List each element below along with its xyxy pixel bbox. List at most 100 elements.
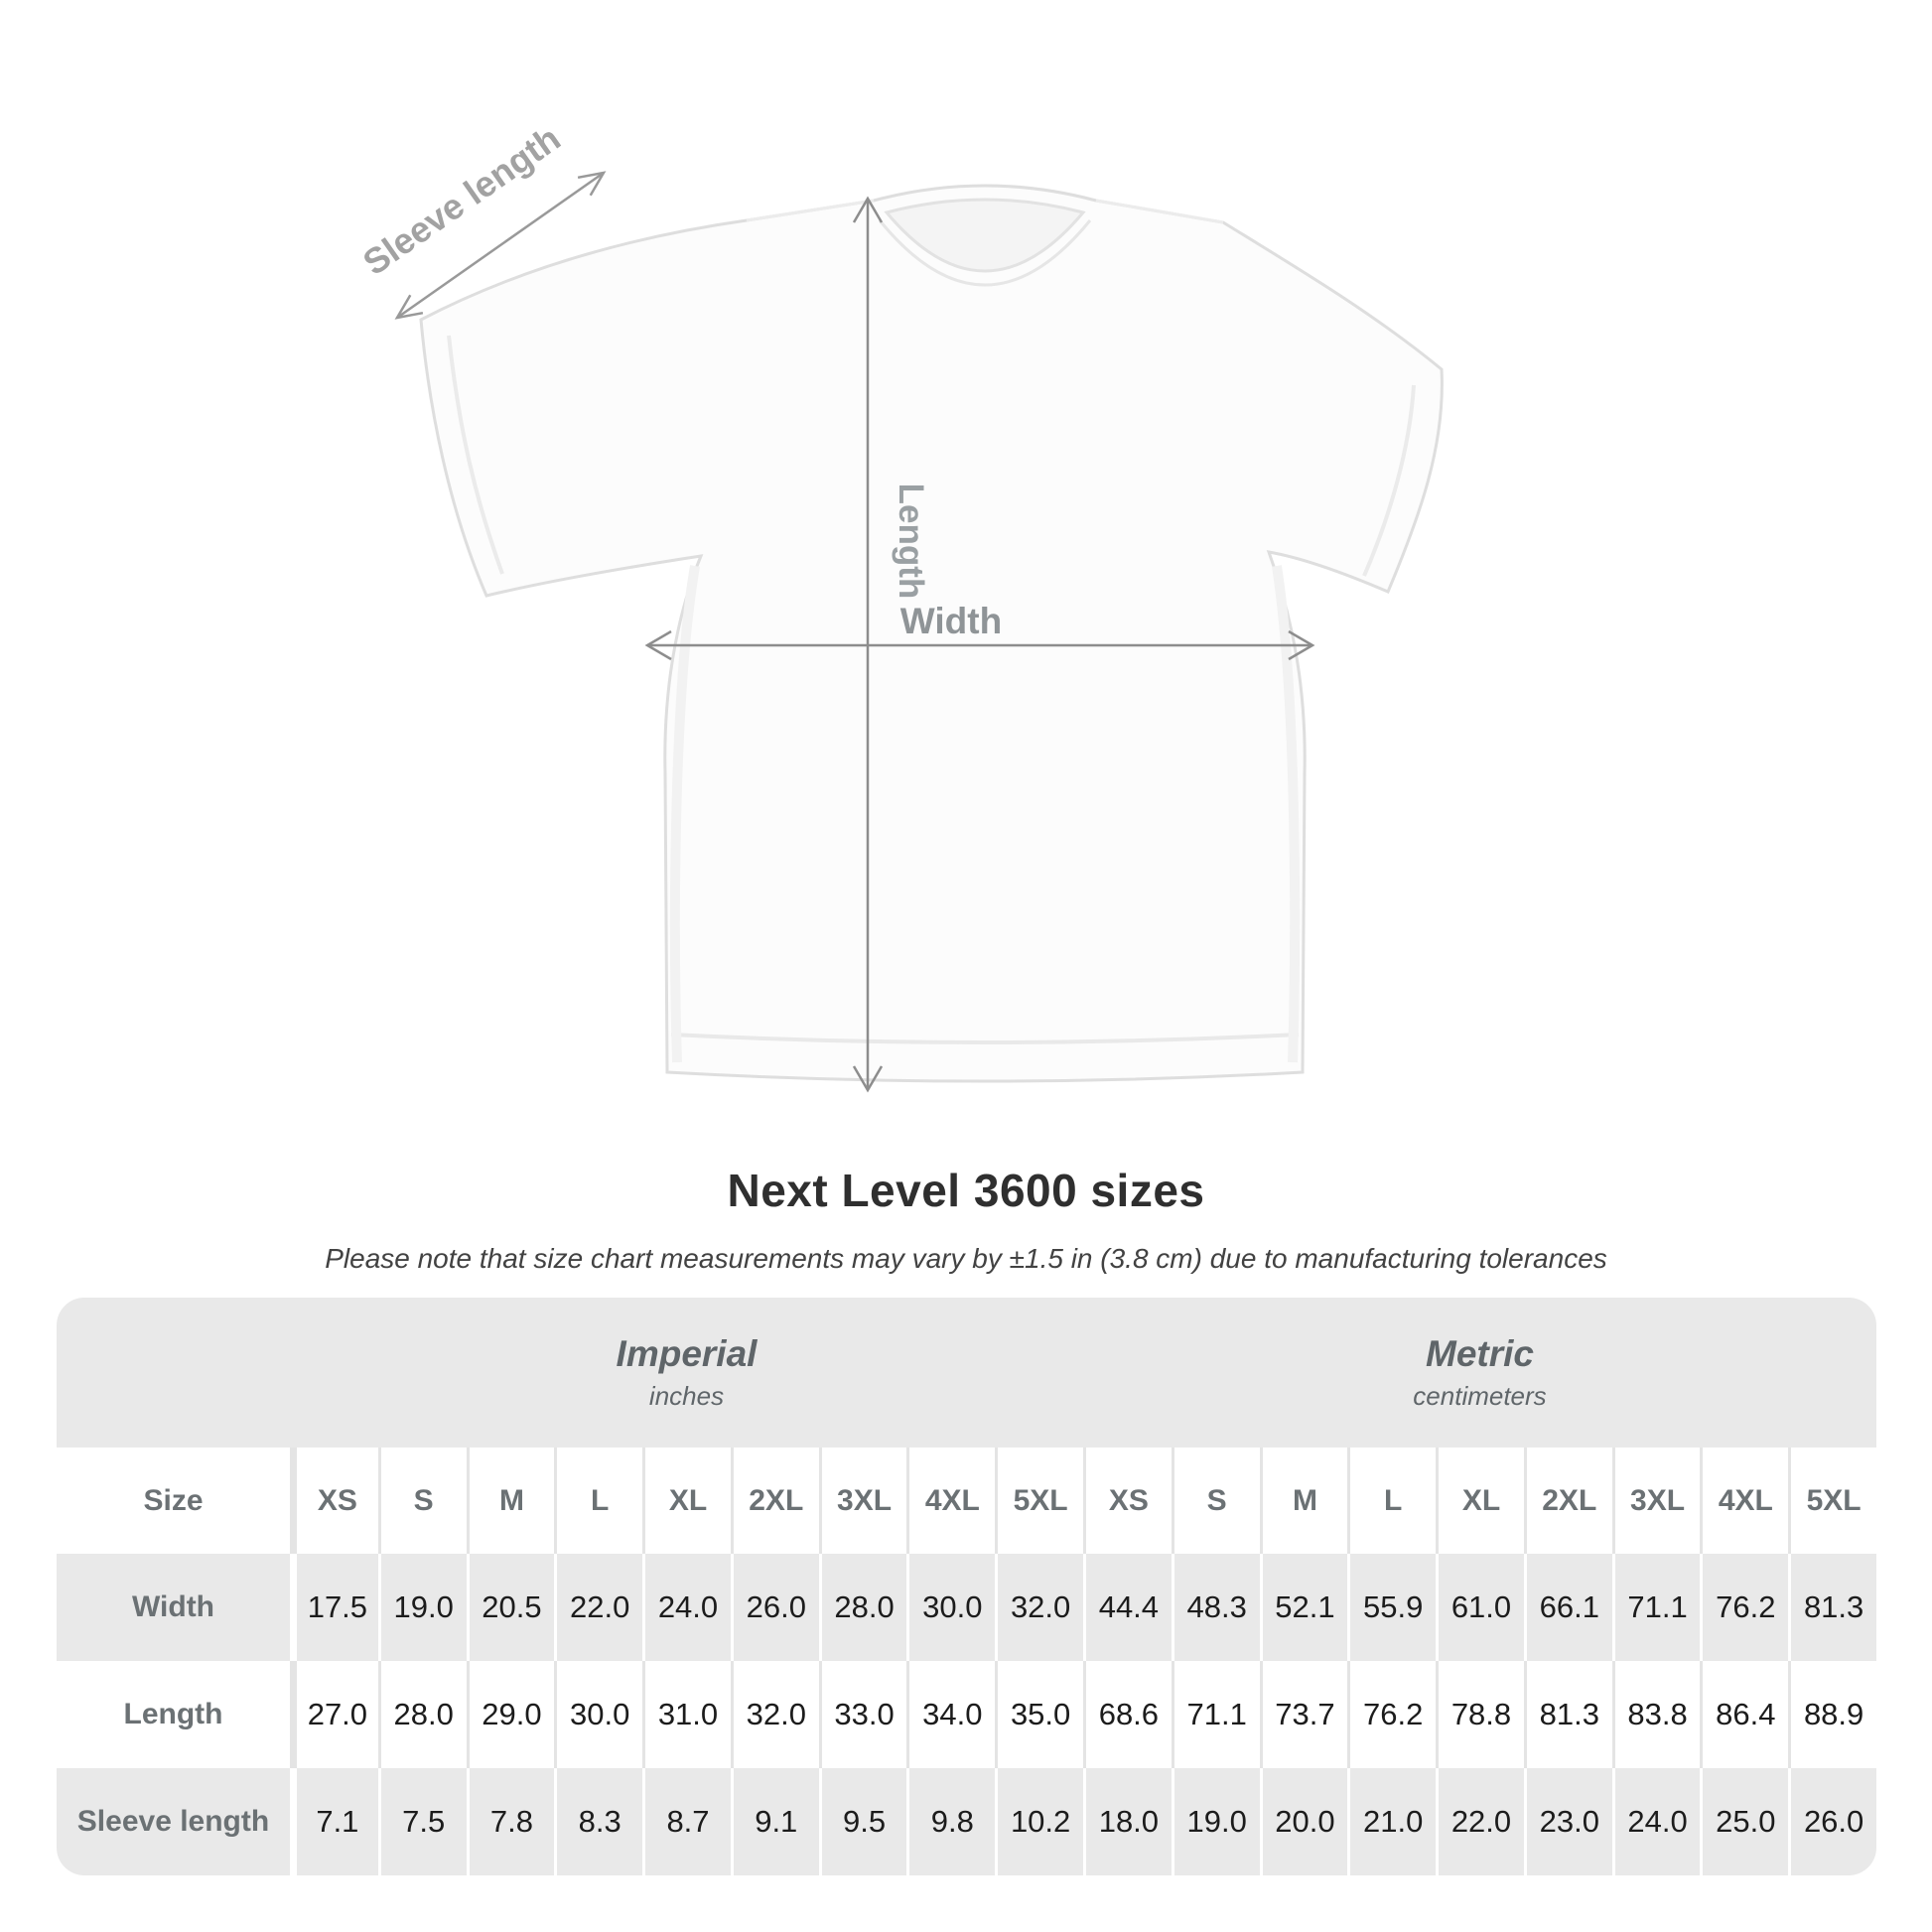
table-cell: 31.0 [642,1661,731,1768]
table-cell: 78.8 [1436,1661,1524,1768]
size-header-label: Size [143,1483,204,1517]
size-header-row: Size XS S M L XL 2XL 3XL 4XL 5XL XS S M … [57,1448,1876,1554]
table-cell: 17.5 [290,1554,378,1661]
table-cell: 76.2 [1347,1661,1436,1768]
table-row-width: Width 17.5 19.0 20.5 22.0 24.0 26.0 28.0… [57,1554,1876,1661]
table-cell: 35.0 [995,1661,1083,1768]
row-label: Sleeve length [76,1805,270,1838]
size-col-header: XS [1083,1448,1172,1554]
imperial-label: Imperial [616,1333,758,1374]
size-col-header: S [377,1448,467,1554]
table-cell: 27.0 [290,1661,378,1768]
table-cell: 76.2 [1700,1554,1788,1661]
unit-group-header-row: Imperial inches Metric centimeters [57,1298,1876,1448]
right-shade [1272,565,1301,1063]
table-cell: 26.0 [1788,1768,1876,1875]
table-cell: 19.0 [1171,1768,1260,1875]
size-col-header: XS [290,1448,378,1554]
collar-opening [884,198,1086,273]
table-cell: 22.0 [554,1554,642,1661]
row-label: Length [123,1698,223,1730]
size-col-header: M [1259,1448,1348,1554]
size-col-header: 3XL [818,1448,907,1554]
table-cell: 28.0 [818,1554,907,1661]
right-sleeve-seam [1362,384,1416,577]
table-cell: 24.0 [642,1554,731,1661]
size-col-header: 3XL [1611,1448,1701,1554]
table-cell: 28.0 [377,1661,467,1768]
metric-label: Metric [1426,1333,1534,1374]
length-label: Length [892,483,930,600]
table-cell: 32.0 [995,1554,1083,1661]
table-cell: 21.0 [1347,1768,1436,1875]
sleeve-length-label: Sleeve length [355,117,568,283]
table-cell: 22.0 [1436,1768,1524,1875]
page-subtitle: Please note that size chart measurements… [325,1243,1607,1274]
table-cell: 71.1 [1611,1554,1701,1661]
page-title: Next Level 3600 sizes [727,1165,1205,1216]
table-cell: 7.1 [290,1768,378,1875]
size-col-header: 2XL [730,1448,819,1554]
sleeve-length-arrow [394,171,607,320]
group-header-imperial: Imperial inches [290,1298,1083,1448]
table-row-sleeve-length: Sleeve length 7.1 7.5 7.8 8.3 8.7 9.1 9.… [57,1768,1876,1875]
table-cell: 55.9 [1347,1554,1436,1661]
table-cell: 20.0 [1259,1768,1348,1875]
table-cell: 9.1 [730,1768,819,1875]
table-cell: 10.2 [995,1768,1083,1875]
width-label: Width [900,601,1002,641]
table-cell: 33.0 [818,1661,907,1768]
table-cell: 88.9 [1788,1661,1876,1768]
left-shoulder-seam [746,199,875,222]
size-col-header: 5XL [995,1448,1083,1554]
shirt-diagram: Sleeve length Length Width [355,117,1444,1093]
size-table: Imperial inches Metric centimeters Size … [57,1298,1876,1875]
table-cell: 83.8 [1611,1661,1701,1768]
table-cell: 68.6 [1083,1661,1172,1768]
table-cell: 66.1 [1523,1554,1612,1661]
table-cell: 26.0 [730,1554,819,1661]
size-col-header: L [554,1448,642,1554]
collar-band-seam [878,219,1092,287]
table-cell: 30.0 [906,1554,995,1661]
table-cell: 20.5 [466,1554,555,1661]
table-cell: 86.4 [1700,1661,1788,1768]
table-cell: 30.0 [554,1661,642,1768]
table-cell: 9.8 [906,1768,995,1875]
size-col-header: L [1347,1448,1436,1554]
table-cell: 25.0 [1700,1768,1788,1875]
table-cell: 9.5 [818,1768,907,1875]
size-col-header: 4XL [1700,1448,1788,1554]
table-cell: 81.3 [1523,1661,1612,1768]
row-label: Width [131,1590,215,1623]
table-cell: 71.1 [1171,1661,1260,1768]
table-cell: 23.0 [1523,1768,1612,1875]
table-cell: 48.3 [1171,1554,1260,1661]
group-header-metric: Metric centimeters [1083,1298,1876,1448]
table-cell: 81.3 [1788,1554,1876,1661]
hem-seam [670,1033,1300,1044]
table-cell: 7.5 [377,1768,467,1875]
table-cell: 7.8 [466,1768,555,1875]
left-shade [669,565,700,1063]
table-cell: 52.1 [1259,1554,1348,1661]
tshirt-illustration: Sleeve length Length Width [355,117,1444,1093]
left-sleeve-seam [447,335,504,575]
size-col-header: XL [642,1448,731,1554]
table-cell: 8.3 [554,1768,642,1875]
size-col-header: 4XL [906,1448,995,1554]
width-arrow [644,629,1315,661]
table-cell: 29.0 [466,1661,555,1768]
size-col-header: 5XL [1788,1448,1876,1554]
size-col-header: 2XL [1523,1448,1612,1554]
imperial-unit-label: inches [648,1381,725,1411]
size-col-header: XL [1436,1448,1524,1554]
table-row-length: Length 27.0 28.0 29.0 30.0 31.0 32.0 33.… [57,1661,1876,1768]
table-cell: 73.7 [1259,1661,1348,1768]
table-cell: 61.0 [1436,1554,1524,1661]
right-shoulder-seam [1095,199,1224,224]
size-col-header: M [466,1448,555,1554]
table-cell: 44.4 [1083,1554,1172,1661]
table-cell: 19.0 [377,1554,467,1661]
table-cell: 32.0 [730,1661,819,1768]
